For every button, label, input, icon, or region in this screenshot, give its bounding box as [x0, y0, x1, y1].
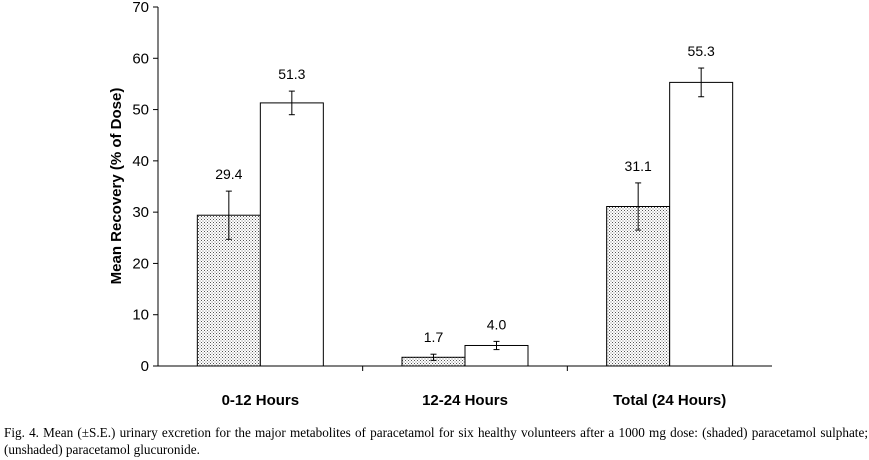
x-category-label: 12-24 Hours	[422, 392, 508, 409]
data-label: 51.3	[278, 66, 305, 82]
y-tick-label: 0	[141, 358, 149, 375]
bars-layer: 29.4 51.3 1.7 4.0 31.1 55.3	[196, 43, 734, 367]
y-tick-label: 10	[132, 307, 149, 324]
bar	[259, 102, 324, 367]
y-tick-label: 60	[132, 50, 149, 67]
y-tick-label: 50	[132, 102, 149, 119]
bar	[669, 81, 734, 367]
y-tick-label: 20	[132, 255, 149, 272]
y-tick-label: 30	[132, 204, 149, 221]
data-label: 1.7	[424, 329, 444, 345]
data-label: 29.4	[215, 166, 242, 182]
data-label: 4.0	[487, 316, 507, 332]
y-tick-label: 70	[132, 0, 149, 16]
x-category-label: Total (24 Hours)	[613, 392, 726, 409]
x-category-label: 0-12 Hours	[222, 392, 300, 409]
y-tick-label: 40	[132, 153, 149, 170]
data-label: 55.3	[688, 43, 715, 59]
figure-caption: Fig. 4. Mean (±S.E.) urinary excretion f…	[4, 425, 868, 457]
bar	[196, 214, 261, 367]
data-label: 31.1	[625, 158, 652, 174]
y-axis-label: Mean Recovery (% of Dose)	[108, 88, 125, 285]
axes-layer: 0 10 20 30 40 50 60 70 0-12 Hours 12-24 Hours Tota…	[132, 0, 772, 409]
bar-chart: 29.4 51.3 1.7 4.0 31.1 55.3 0 10 20 30 40 50 60 70 0-…	[108, 0, 772, 409]
